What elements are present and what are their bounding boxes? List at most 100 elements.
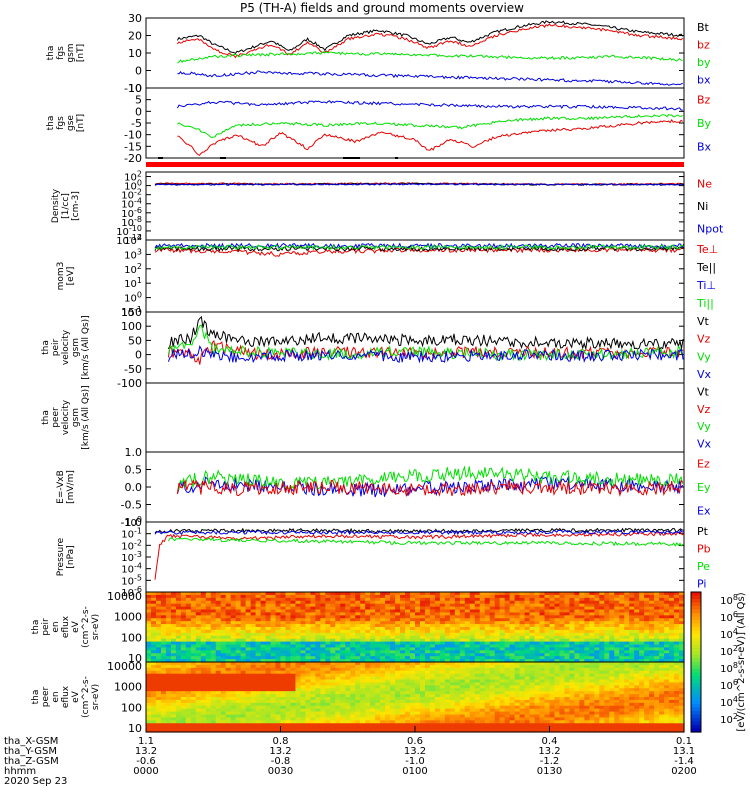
heatmap-cell bbox=[365, 615, 371, 619]
heatmap-cell bbox=[579, 621, 585, 625]
heatmap-cell bbox=[205, 694, 212, 698]
heatmap-cell bbox=[434, 723, 441, 727]
heatmap-cell bbox=[544, 705, 551, 710]
heatmap-cell bbox=[405, 679, 411, 684]
heatmap-cell bbox=[175, 688, 182, 692]
heatmap-cell bbox=[146, 705, 152, 710]
heatmap-cell bbox=[175, 597, 182, 602]
heatmap-cell bbox=[584, 699, 590, 704]
heatmap-cell bbox=[674, 653, 680, 657]
heatmap-cell bbox=[340, 632, 346, 637]
heatmap-cell bbox=[549, 635, 556, 640]
heatmap-cell bbox=[479, 618, 486, 622]
heatmap-cell bbox=[519, 694, 526, 698]
heatmap-cell bbox=[534, 708, 541, 713]
heatmap-cell bbox=[280, 615, 287, 619]
heatmap-cell bbox=[215, 603, 222, 608]
heatmap-cell bbox=[489, 662, 496, 666]
heatmap-cell bbox=[220, 729, 227, 733]
heatmap-cell bbox=[569, 697, 576, 701]
heatmap-cell bbox=[375, 597, 381, 602]
heatmap-cell bbox=[295, 708, 302, 713]
heatmap-cell bbox=[594, 612, 600, 616]
heatmap-cell bbox=[574, 729, 580, 733]
heatmap-cell bbox=[155, 594, 162, 599]
heatmap-cell bbox=[275, 664, 282, 669]
heatmap-cell bbox=[325, 597, 331, 602]
heatmap-cell bbox=[544, 603, 551, 608]
heatmap-cell bbox=[534, 702, 541, 707]
heatmap-cell bbox=[454, 629, 461, 634]
heatmap-cell bbox=[300, 729, 307, 733]
heatmap-cell bbox=[365, 720, 371, 724]
heatmap-cell bbox=[190, 603, 197, 608]
heatmap-cell bbox=[165, 647, 172, 651]
heatmap-cell bbox=[459, 670, 466, 675]
heatmap-cell bbox=[464, 685, 471, 689]
heatmap-cell bbox=[614, 644, 620, 649]
heatmap-cell bbox=[275, 597, 282, 602]
heatmap-cell bbox=[514, 644, 521, 649]
heatmap-cell bbox=[200, 597, 207, 602]
heatmap-cell bbox=[519, 714, 526, 719]
heatmap-cell bbox=[390, 682, 396, 686]
heatmap-cell bbox=[669, 638, 675, 643]
heatmap-cell bbox=[185, 697, 192, 701]
heatmap-cell bbox=[534, 635, 541, 640]
heatmap-cell bbox=[544, 618, 551, 622]
heatmap-cell bbox=[170, 714, 177, 719]
heatmap-cell bbox=[674, 621, 680, 625]
heatmap-cell bbox=[160, 606, 167, 611]
heatmap-cell bbox=[634, 632, 640, 637]
heatmap-cell bbox=[429, 606, 436, 611]
heatmap-cell bbox=[564, 653, 571, 657]
heatmap-cell bbox=[549, 667, 556, 672]
heatmap-cell bbox=[340, 699, 346, 704]
heatmap-cell bbox=[474, 638, 481, 643]
heatmap-cell bbox=[310, 688, 316, 692]
heatmap-cell bbox=[579, 691, 585, 695]
heatmap-cell bbox=[454, 656, 461, 660]
heatmap-cell bbox=[419, 659, 426, 663]
heatmap-cell bbox=[330, 656, 336, 660]
heatmap-cell bbox=[235, 629, 242, 634]
heatmap-cell bbox=[195, 729, 202, 733]
heatmap-cell bbox=[230, 600, 237, 605]
heatmap-cell bbox=[584, 694, 590, 698]
heatmap-cell bbox=[574, 676, 580, 681]
heatmap-cell bbox=[315, 627, 321, 631]
heatmap-cell bbox=[250, 641, 257, 646]
heatmap-cell bbox=[569, 644, 576, 649]
heatmap-cell bbox=[300, 679, 307, 684]
heatmap-cell bbox=[365, 682, 371, 686]
heatmap-cell bbox=[280, 592, 287, 596]
heatmap-cell bbox=[559, 618, 566, 622]
heatmap-cell bbox=[390, 647, 396, 651]
heatmap-cell bbox=[609, 629, 615, 634]
heatmap-cell bbox=[569, 615, 576, 619]
heatmap-cell bbox=[175, 644, 182, 649]
heatmap-cell bbox=[554, 647, 561, 651]
heatmap-cell bbox=[380, 670, 386, 675]
heatmap-cell bbox=[285, 653, 292, 657]
heatmap-cell bbox=[310, 615, 316, 619]
heatmap-cell bbox=[295, 699, 302, 704]
heatmap-cell bbox=[345, 702, 351, 707]
heatmap-cell bbox=[146, 627, 152, 631]
heatmap-cell bbox=[205, 632, 212, 637]
heatmap-cell bbox=[165, 638, 172, 643]
heatmap-cell bbox=[474, 612, 481, 616]
heatmap-cell bbox=[479, 729, 486, 733]
heatmap-cell bbox=[679, 635, 685, 640]
heatmap-cell bbox=[444, 717, 451, 721]
heatmap-cell bbox=[250, 699, 257, 704]
heatmap-cell bbox=[210, 621, 217, 625]
heatmap-cell bbox=[330, 612, 336, 616]
heatmap-cell bbox=[340, 679, 346, 684]
heatmap-cell bbox=[579, 676, 585, 681]
heatmap-cell bbox=[504, 644, 511, 649]
heatmap-cell bbox=[544, 606, 551, 611]
heatmap-cell bbox=[679, 627, 685, 631]
heatmap-cell bbox=[260, 618, 267, 622]
heatmap-cell bbox=[260, 612, 267, 616]
